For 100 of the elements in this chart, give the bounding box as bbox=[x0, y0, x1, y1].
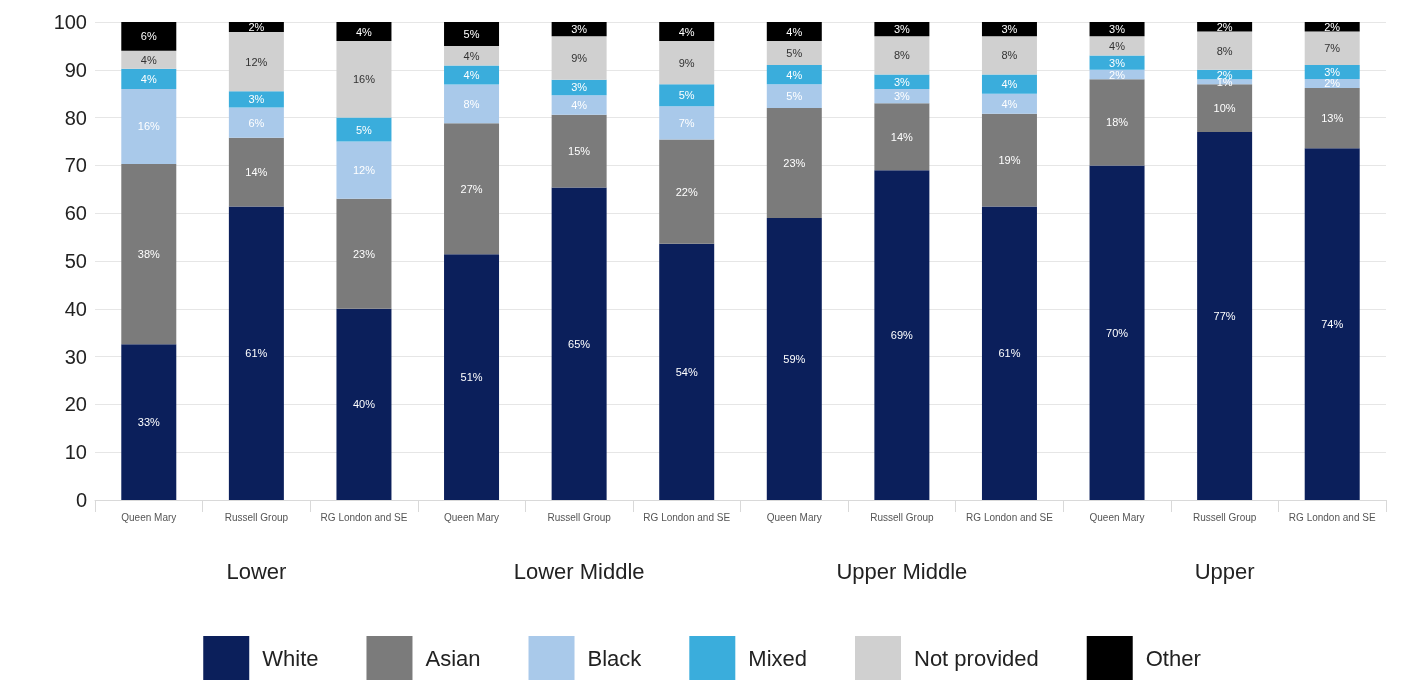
bar bbox=[444, 65, 500, 85]
data-label: 6% bbox=[140, 30, 157, 43]
data-label: 3% bbox=[893, 23, 911, 36]
y-tick-label: 40 bbox=[64, 297, 87, 320]
bar bbox=[336, 22, 392, 42]
data-label: 3% bbox=[248, 93, 265, 106]
y-tick-label: 50 bbox=[64, 250, 87, 272]
data-label: 4% bbox=[1109, 39, 1126, 52]
data-label: 4% bbox=[140, 72, 157, 85]
bar bbox=[874, 170, 930, 500]
data-label: 4% bbox=[1001, 78, 1018, 91]
bar bbox=[659, 84, 715, 107]
bar bbox=[444, 254, 500, 500]
data-label: 69% bbox=[890, 329, 914, 342]
bar bbox=[981, 36, 1037, 75]
data-label: 3% bbox=[1001, 23, 1018, 36]
data-label: 65% bbox=[568, 337, 591, 350]
data-label: 15% bbox=[568, 145, 591, 158]
data-label: 8% bbox=[463, 97, 480, 110]
data-label: 9% bbox=[678, 56, 695, 69]
data-label: 61% bbox=[245, 347, 268, 360]
bar bbox=[444, 123, 500, 255]
bar bbox=[766, 217, 822, 500]
legend-label: Asian bbox=[425, 645, 481, 671]
data-label: 51% bbox=[460, 371, 483, 384]
data-label: 8% bbox=[893, 49, 911, 62]
bar bbox=[874, 103, 930, 171]
bar bbox=[228, 107, 284, 138]
data-label: 3% bbox=[571, 81, 588, 94]
data-label: 3% bbox=[1109, 23, 1126, 36]
data-label: 8% bbox=[1001, 49, 1018, 62]
data-label: 9% bbox=[571, 52, 588, 65]
x-tick-label: Russell Group bbox=[547, 511, 612, 523]
bar bbox=[659, 41, 715, 85]
bar bbox=[1197, 131, 1253, 500]
bar bbox=[121, 88, 177, 164]
data-label: 77% bbox=[1213, 309, 1236, 322]
data-label: 70% bbox=[1106, 326, 1129, 339]
y-tick-label: 10 bbox=[64, 441, 87, 464]
text: Upper Middle bbox=[836, 558, 968, 584]
bar bbox=[551, 114, 607, 188]
bar bbox=[874, 36, 930, 75]
bar bbox=[336, 141, 392, 199]
bar bbox=[121, 22, 177, 51]
data-label: 4% bbox=[463, 49, 480, 62]
data-label: 5% bbox=[356, 123, 373, 136]
bar bbox=[444, 84, 500, 124]
bar bbox=[1089, 55, 1145, 70]
data-label: 14% bbox=[890, 130, 914, 143]
data-label: 14% bbox=[245, 166, 268, 179]
x-tick-label: Queen Mary bbox=[766, 511, 822, 523]
x-tick-label: RG London and SE bbox=[1288, 511, 1376, 523]
data-label: 4% bbox=[1001, 97, 1018, 110]
data-label: 33% bbox=[137, 416, 161, 429]
data-label: 23% bbox=[352, 247, 376, 260]
data-label: 4% bbox=[356, 25, 373, 38]
data-label: 38% bbox=[137, 248, 161, 261]
x-tick-label: Russell Group bbox=[1192, 511, 1257, 523]
data-label: 61% bbox=[998, 347, 1021, 360]
bar bbox=[981, 206, 1037, 500]
data-label: 40% bbox=[352, 398, 376, 411]
data-label: 3% bbox=[1324, 65, 1341, 78]
bar bbox=[336, 41, 392, 118]
bar bbox=[121, 68, 177, 89]
bar bbox=[981, 93, 1037, 114]
bar bbox=[1089, 79, 1145, 166]
data-label: 12% bbox=[352, 164, 376, 177]
legend-label: Other bbox=[1145, 645, 1201, 671]
legend-label: White bbox=[262, 645, 319, 671]
bar bbox=[659, 106, 715, 140]
y-tick-label: 60 bbox=[64, 202, 87, 225]
data-label: 2% bbox=[1324, 77, 1341, 90]
data-label: 6% bbox=[248, 116, 265, 129]
data-label: 7% bbox=[1324, 42, 1341, 55]
bar bbox=[228, 91, 284, 108]
legend-label: Not provided bbox=[913, 645, 1039, 671]
bar bbox=[1304, 148, 1360, 500]
bar bbox=[551, 36, 607, 80]
bar bbox=[228, 32, 284, 92]
text: Lower Middle bbox=[513, 558, 645, 584]
data-label: 5% bbox=[786, 90, 803, 103]
bar bbox=[336, 198, 392, 309]
bar bbox=[121, 50, 177, 69]
data-label: 12% bbox=[245, 55, 268, 68]
x-tick-label: RG London and SE bbox=[320, 511, 408, 523]
bar bbox=[981, 74, 1037, 94]
data-label: 74% bbox=[1321, 318, 1344, 331]
legend-label: Black bbox=[587, 645, 643, 671]
bar bbox=[659, 22, 715, 42]
y-tick-label: 30 bbox=[64, 345, 87, 368]
x-tick-label: RG London and SE bbox=[643, 511, 731, 523]
data-label: 54% bbox=[675, 365, 698, 378]
bar bbox=[659, 139, 715, 244]
data-label: 18% bbox=[1106, 116, 1129, 129]
bar bbox=[766, 22, 822, 42]
data-label: 4% bbox=[786, 25, 803, 38]
data-label: 5% bbox=[786, 47, 803, 60]
bar bbox=[766, 41, 822, 66]
data-label: 2% bbox=[248, 21, 265, 34]
bar bbox=[659, 243, 715, 500]
